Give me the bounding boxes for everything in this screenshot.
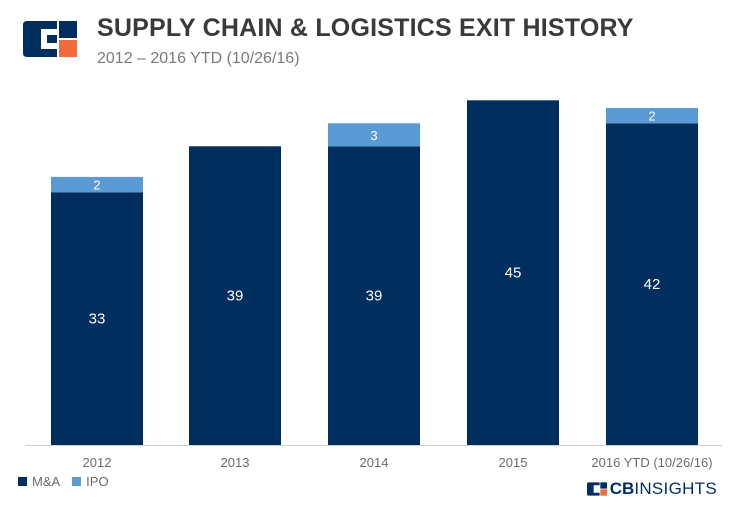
data-label-ma-1: 39 [227, 288, 244, 305]
bar-ipo-2 [328, 123, 420, 147]
chart-subtitle: 2012 – 2016 YTD (10/26/16) [97, 50, 300, 67]
chart-title: SUPPLY CHAIN & LOGISTICS EXIT HISTORY [97, 14, 634, 42]
bar-ma-3 [467, 100, 559, 445]
data-label-ipo-2: 3 [370, 128, 377, 143]
x-tick-label-3: 2015 [499, 455, 528, 470]
x-tick-label-4: 2016 YTD (10/26/16) [591, 455, 712, 470]
chart-legend: M&A IPO [18, 474, 121, 489]
cbinsights-brand: CB INSIGHTS [586, 479, 717, 499]
legend-swatch-ma [18, 477, 27, 486]
bar-ipo-4 [606, 107, 698, 124]
legend-label-ma: M&A [32, 474, 61, 489]
x-tick-label-2: 2014 [360, 455, 389, 470]
bar-ma-4 [606, 123, 698, 445]
bar-ma-2 [328, 146, 420, 445]
legend-item-ipo: IPO [72, 474, 109, 489]
data-label-ma-2: 39 [366, 288, 383, 305]
cb-logo-icon [23, 21, 77, 57]
data-label-ma-4: 42 [644, 276, 661, 293]
data-label-ipo-0: 2 [93, 178, 100, 193]
bar-ma-1 [189, 146, 281, 445]
x-tick-label-1: 2013 [221, 455, 250, 470]
x-tick-label-0: 2012 [83, 455, 112, 470]
legend-swatch-ipo [72, 477, 82, 486]
brand-text-insights: INSIGHTS [634, 479, 717, 498]
cbinsights-logo-icon [586, 482, 607, 496]
data-label-ma-3: 45 [505, 265, 522, 282]
legend-label-ipo: IPO [86, 474, 109, 489]
bar-ipo-0 [51, 176, 143, 193]
data-label-ipo-4: 2 [648, 109, 655, 124]
legend-item-ma: M&A [18, 474, 60, 489]
brand-text-cb: CB [609, 479, 635, 498]
data-label-ma-0: 33 [89, 311, 106, 328]
bar-ma-0 [51, 192, 143, 445]
